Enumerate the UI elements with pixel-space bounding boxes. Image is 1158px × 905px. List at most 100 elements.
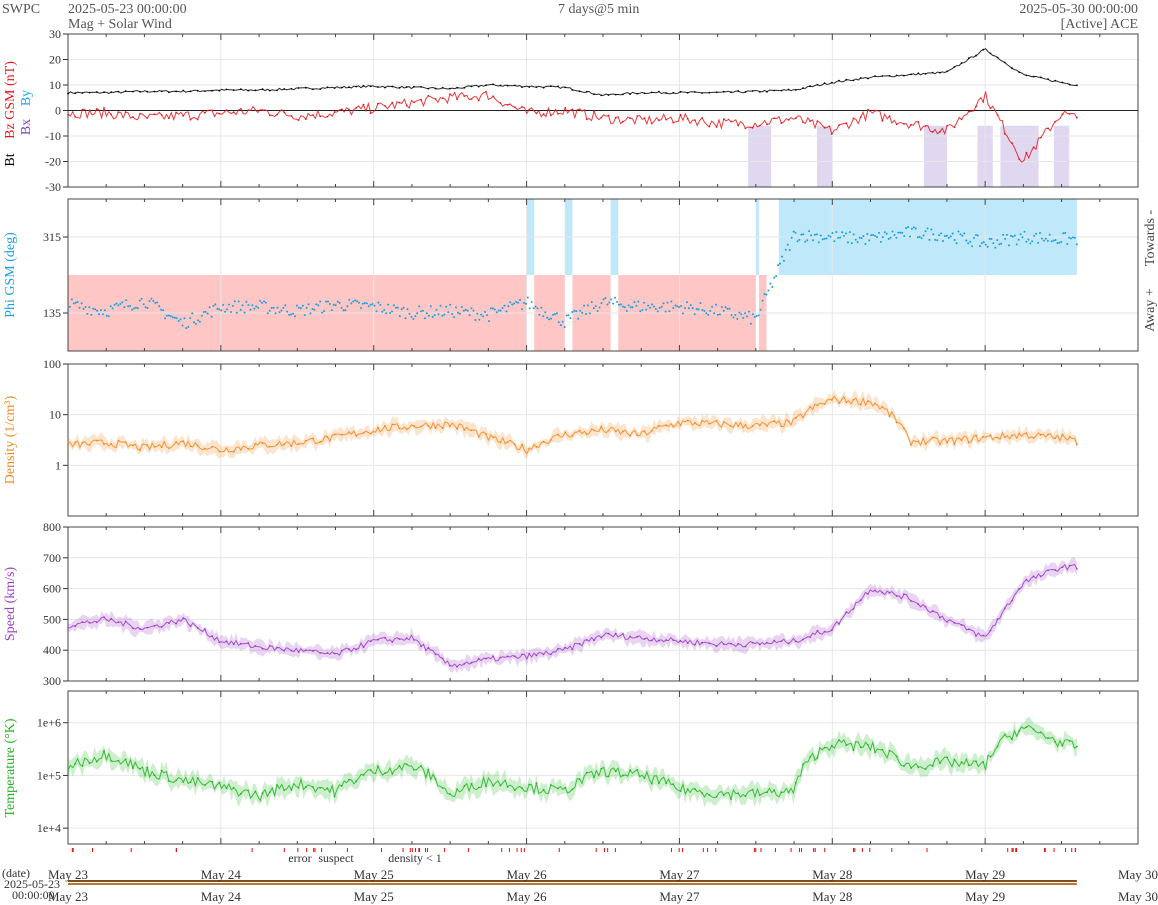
bt-series-point [730,91,732,94]
speed-series-point [384,636,386,639]
phi-point [965,239,968,242]
phi-point [226,308,229,311]
phi-point [530,301,533,303]
speed-series-point [982,634,985,637]
phi-point [451,313,454,315]
phi-point [996,239,999,242]
phi-point [175,317,178,320]
temperature-series-point [139,768,142,770]
phi-point [635,304,638,307]
bz-series-point [874,109,876,112]
bz-series-point [701,117,703,119]
bz-series-point [362,103,365,106]
phi-point [1046,239,1049,242]
phi-point [600,302,603,305]
day-label-bottom: May 29 [965,889,1005,904]
density-series-point [160,446,163,449]
speed-series-point [607,632,610,635]
phi-point [775,275,778,278]
phi-point [439,304,442,307]
phi-point [189,317,192,320]
phi-point [685,301,688,304]
density-series-point [355,434,358,437]
phi-point [654,308,657,310]
density-series-point [1011,434,1013,437]
phi-point [924,230,927,233]
phi-point [100,309,102,312]
phi-point [210,315,213,318]
speed-series-point [355,648,358,651]
temperature-series-point [1003,733,1006,736]
speed-series-point [333,652,336,655]
bt-series-point [650,91,653,94]
phi-point [728,307,731,310]
speed-series-point [449,664,451,667]
temperature-series-point [189,781,192,784]
bt-series-point [103,91,105,94]
bt-series-point [513,84,516,87]
phi-point [222,303,225,306]
ytick-label: 1e+6 [37,716,61,730]
phi-point [181,324,184,327]
bt-series-point [960,62,963,64]
density-series-point [787,420,790,423]
phi-point [468,314,471,317]
temperature-series-point [874,751,876,754]
density-series-point [557,433,559,436]
phi-point [478,318,481,321]
density-axis-label: Density (1/cm³) [3,395,18,484]
day-label-top: May 23 [48,867,88,882]
density-series-point [124,441,127,443]
density-series-point [694,421,696,424]
phi-point [563,326,566,328]
ytick-label: 135 [43,306,61,320]
phi-point [458,312,461,315]
phi-point [406,308,409,311]
density-series-point [88,444,91,446]
bz-series-point [622,120,624,123]
bt-series-point [975,54,977,57]
phi-point [912,226,915,229]
speed-series-point [722,643,725,645]
temperature-series-point [715,795,718,798]
temperature-series-point [960,761,963,763]
phi-point [202,311,205,313]
phi-point [641,309,644,311]
phi-point [1035,232,1038,235]
bt-series-point [1025,74,1028,77]
temperature-series-point [276,784,278,786]
temperature-series-point [571,788,574,791]
density-series-point [182,440,185,443]
density-series-point [1068,436,1071,438]
temperature-series-point [420,765,422,767]
speed-series-point [485,657,487,660]
phi-point [489,307,492,310]
bz-series-point [960,118,963,121]
phi-point [656,310,659,313]
phi-point [144,306,147,309]
bz-series-point [758,124,761,127]
phi-point [90,313,93,316]
speed-series-point [319,652,322,654]
bz-series-point [74,116,77,118]
phi-point [138,299,141,302]
bz-series-point [434,98,437,100]
speed-series-point [1018,588,1021,590]
phi-point [594,305,597,308]
phi-point [738,311,741,314]
temperature-series-point [470,782,473,785]
phi-point [412,318,415,320]
phi-point [889,236,892,239]
phi-point [790,236,793,239]
bz-series-point [196,118,199,121]
phi-point [668,310,671,313]
phi-point [825,237,828,240]
speed-series-point [254,645,257,647]
span-label: 7 days@5 min [558,2,640,17]
bt-series-point [867,77,869,80]
bt-series-point [218,89,221,92]
bz-series-point [614,116,617,119]
phi-point [1029,242,1032,245]
speed-series-point [463,663,466,665]
bt-series-point [463,86,466,89]
